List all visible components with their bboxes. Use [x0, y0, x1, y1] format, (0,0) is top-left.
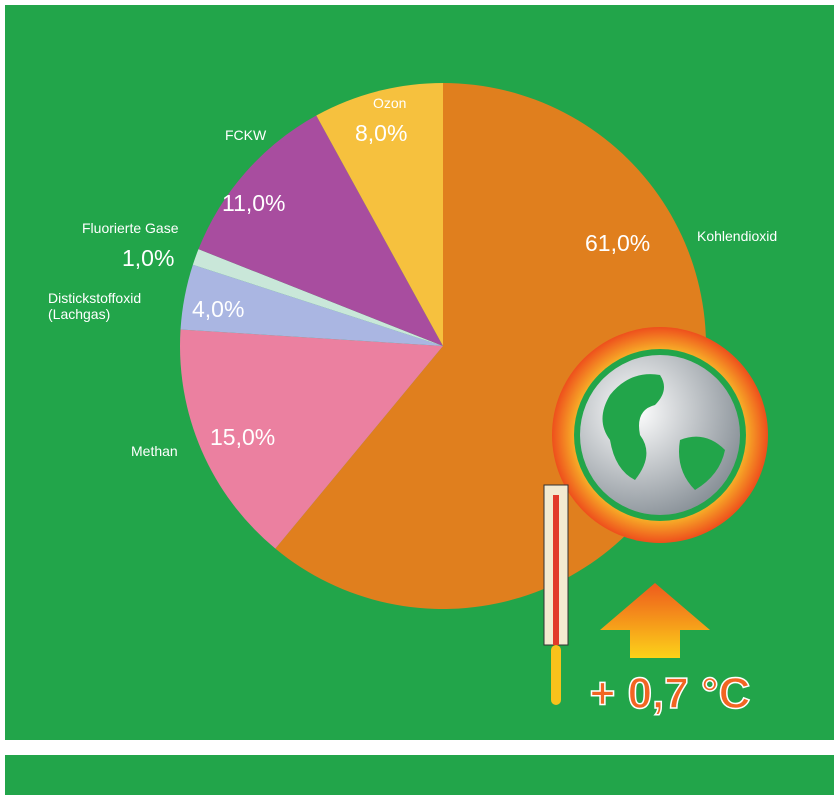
- thermometer-icon: [543, 484, 569, 705]
- pie-slice: [316, 83, 443, 346]
- globe-icon: [552, 327, 768, 543]
- value-label: 4,0%: [192, 296, 245, 322]
- category-label: FCKW: [225, 127, 267, 143]
- value-label: 1,0%: [122, 245, 175, 271]
- category-label: Ozon: [373, 95, 407, 111]
- pie-slice: [180, 329, 443, 549]
- category-label: Kohlendioxid: [697, 228, 778, 244]
- value-label: 61,0%: [585, 230, 651, 256]
- annotation: + 0,7 °C: [590, 669, 751, 718]
- value-label: 8,0%: [355, 120, 408, 146]
- pie-slice: [180, 264, 443, 346]
- category-label: Methan: [131, 443, 178, 459]
- pie-slice: [198, 115, 443, 346]
- value-label: 11,0%: [222, 190, 286, 216]
- footer-band: [5, 755, 834, 795]
- arrow-icon: [600, 583, 710, 658]
- pie-slice: [192, 249, 443, 346]
- category-label: Fluorierte Gase: [82, 220, 179, 236]
- category-label: Distickstoffoxid (Lachgas): [48, 290, 142, 323]
- value-label: 15,0%: [210, 424, 276, 450]
